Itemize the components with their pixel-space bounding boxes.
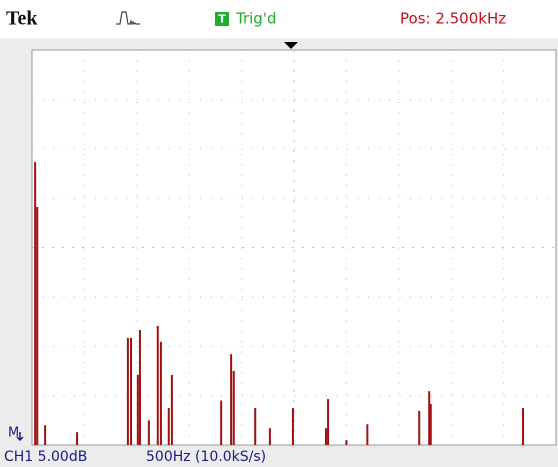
spectrum [34,162,524,446]
spectral-line [429,404,432,445]
spectral-line [345,440,348,445]
spectral-line [34,162,37,446]
spectral-line [291,407,294,445]
spectral-line [418,410,421,445]
trigger-badge: T [218,13,226,26]
spectral-line [147,420,150,445]
spectral-line [230,354,233,445]
spectral-line [159,341,162,445]
spectral-line [126,337,129,445]
trigger-badge-box [215,12,229,26]
spectral-line [220,400,223,445]
trigger-pos-arrow [284,42,298,49]
top-bar [0,0,558,38]
spectral-line [167,407,170,445]
spectral-line [428,391,431,445]
spectral-line [44,425,47,445]
spectral-line [232,370,235,445]
spectral-line [130,337,133,445]
spectral-line [254,407,257,445]
position: Pos: 2.500kHz [400,10,506,28]
spectral-line [36,207,39,445]
channel: CH1 5.00dB [4,449,87,465]
spectral-line [156,326,159,445]
brand: Tek [6,8,38,30]
marker: M [8,426,19,441]
spectral-line [521,407,524,445]
spectral-line [76,432,79,445]
marker-arrow [16,432,24,442]
spectral-line [170,374,173,445]
spectral-line [268,428,271,445]
spectral-line [138,329,141,445]
spectral-line [327,399,330,445]
grid [32,50,556,445]
spectral-line [366,424,369,445]
spectral-line [136,374,139,445]
acq-icon [116,11,140,26]
trigger-status: Trig'd [235,10,276,28]
spectral-line [324,428,327,445]
timebase: 500Hz (10.0kS/s) [146,449,266,465]
